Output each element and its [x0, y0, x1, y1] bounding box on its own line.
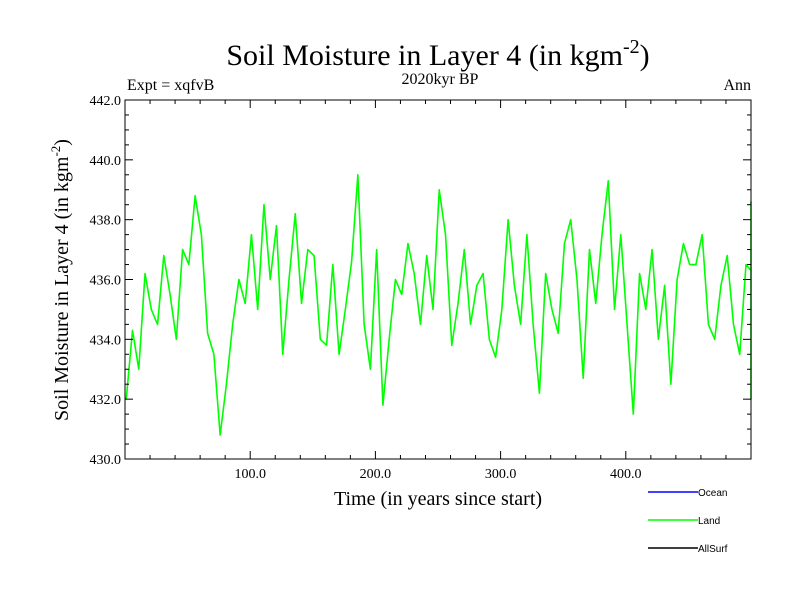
y-tick-label: 442.0 [90, 94, 122, 109]
x-tick-label: 400.0 [610, 467, 642, 482]
plot-frame [124, 99, 752, 460]
x-tick-label: 200.0 [360, 467, 392, 482]
y-axis: 430.0 432.0 434.0 436.0 438.0 440.0 442.0 [90, 94, 751, 468]
x-axis: 100.0 200.0 300.0 400.0 [149, 100, 727, 482]
legend-label-land: Land [698, 516, 720, 527]
x-axis-label: Time (in years since start) [334, 488, 542, 510]
plot-area [125, 173, 752, 436]
y-tick-label: 430.0 [90, 453, 122, 468]
x-tick-label: 300.0 [485, 467, 517, 482]
y-tick-label: 434.0 [90, 333, 122, 348]
season-label: Ann [723, 77, 751, 94]
x-tick-label: 100.0 [234, 467, 266, 482]
y-tick-label: 438.0 [90, 214, 122, 229]
y-axis-label: Soil Moisture in Layer 4 (in kgm-2) [48, 139, 73, 421]
series-line-land [125, 173, 752, 436]
y-tick-label: 436.0 [90, 274, 122, 289]
legend-label-ocean: Ocean [698, 488, 727, 499]
experiment-label: Expt = xqfvB [127, 77, 214, 94]
legend: Ocean Land AllSurf [648, 488, 728, 555]
chart-subtitle: 2020kyr BP [402, 71, 479, 88]
y-tick-label: 432.0 [90, 393, 122, 408]
legend-label-allsurf: AllSurf [698, 544, 728, 555]
chart-title: Soil Moisture in Layer 4 (in kgm-2) [226, 36, 649, 72]
y-tick-label: 440.0 [90, 154, 122, 169]
